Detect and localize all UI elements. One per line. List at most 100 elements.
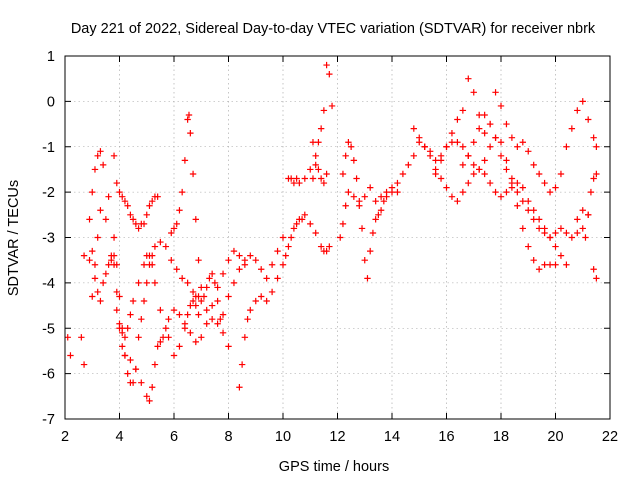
data-point [546, 261, 554, 268]
data-point [470, 170, 477, 178]
data-point [143, 393, 150, 400]
data-point [282, 252, 289, 259]
series-track-B [78, 334, 88, 368]
data-point [514, 179, 521, 187]
data-point [315, 139, 322, 146]
data-point [367, 184, 374, 191]
data-point [481, 157, 488, 164]
data-point [287, 234, 295, 241]
data-point [165, 315, 172, 323]
x-tick-label: 2 [61, 429, 69, 445]
data-point [80, 252, 88, 259]
data-point [307, 220, 314, 228]
y-tick-label: 0 [47, 94, 55, 110]
data-point [241, 334, 249, 341]
x-tick-label: 6 [170, 429, 178, 445]
data-point [535, 216, 543, 223]
data-point [492, 89, 499, 96]
data-point [568, 234, 576, 241]
data-point [214, 284, 221, 291]
data-point [323, 247, 330, 255]
data-point [132, 365, 140, 373]
data-point [214, 320, 221, 327]
data-point [268, 261, 276, 268]
data-point [236, 266, 243, 273]
data-point [124, 325, 131, 332]
data-point [312, 152, 319, 160]
data-point [176, 311, 183, 318]
data-point [377, 193, 385, 200]
x-tick-label: 20 [547, 429, 563, 445]
data-point [176, 343, 183, 350]
data-point [110, 234, 118, 241]
y-tick-label: -6 [42, 367, 55, 383]
data-point [383, 193, 390, 200]
data-point [388, 188, 396, 196]
data-point [497, 193, 505, 200]
data-point [497, 139, 505, 146]
series-track-F [110, 152, 161, 232]
data-point [309, 175, 317, 182]
data-point [244, 315, 251, 323]
data-point [350, 193, 358, 200]
data-point [119, 329, 126, 336]
data-point [192, 302, 199, 309]
data-point [590, 266, 597, 273]
data-point [102, 216, 110, 223]
data-point [143, 279, 150, 287]
data-point [116, 293, 123, 300]
data-point [94, 234, 101, 241]
data-point [187, 129, 194, 137]
data-point [165, 334, 172, 341]
data-point [367, 247, 374, 255]
data-point [198, 284, 205, 291]
data-point [492, 188, 499, 196]
data-point [129, 379, 137, 386]
series-track-N [410, 125, 559, 273]
chart-title: Day 221 of 2022, Sidereal Day-to-day VTE… [71, 21, 596, 37]
data-point [89, 188, 96, 196]
data-point [497, 102, 505, 110]
data-point [372, 198, 379, 205]
data-point [140, 261, 148, 268]
data-point [342, 202, 349, 209]
data-point [454, 139, 461, 146]
data-point [525, 198, 532, 205]
data-point [541, 179, 548, 187]
data-point [173, 266, 180, 273]
data-point [274, 247, 281, 255]
data-point [552, 243, 559, 250]
data-point [217, 315, 224, 323]
data-point [121, 198, 129, 205]
data-point [119, 193, 126, 200]
data-point [86, 256, 93, 264]
data-point [320, 107, 328, 114]
data-point [525, 148, 532, 155]
data-point [443, 184, 450, 191]
data-point [593, 143, 600, 150]
data-point [432, 157, 439, 164]
data-point [189, 170, 197, 178]
series-track-O [432, 75, 600, 196]
data-point [372, 216, 379, 223]
data-point [593, 275, 600, 282]
data-point [421, 143, 428, 150]
data-point [113, 179, 120, 187]
data-point [369, 229, 377, 237]
data-point [290, 179, 298, 187]
data-point [219, 329, 227, 336]
data-point [476, 125, 483, 132]
data-point [279, 261, 287, 268]
data-point [146, 202, 153, 209]
data-point [530, 207, 537, 214]
data-point [116, 320, 123, 327]
data-point [192, 216, 199, 223]
data-point [535, 170, 543, 178]
data-point [225, 343, 232, 350]
data-point [587, 188, 595, 196]
data-point [198, 334, 205, 341]
data-point [590, 134, 597, 141]
data-point [345, 139, 352, 146]
data-point [317, 243, 325, 250]
data-point [301, 211, 308, 219]
